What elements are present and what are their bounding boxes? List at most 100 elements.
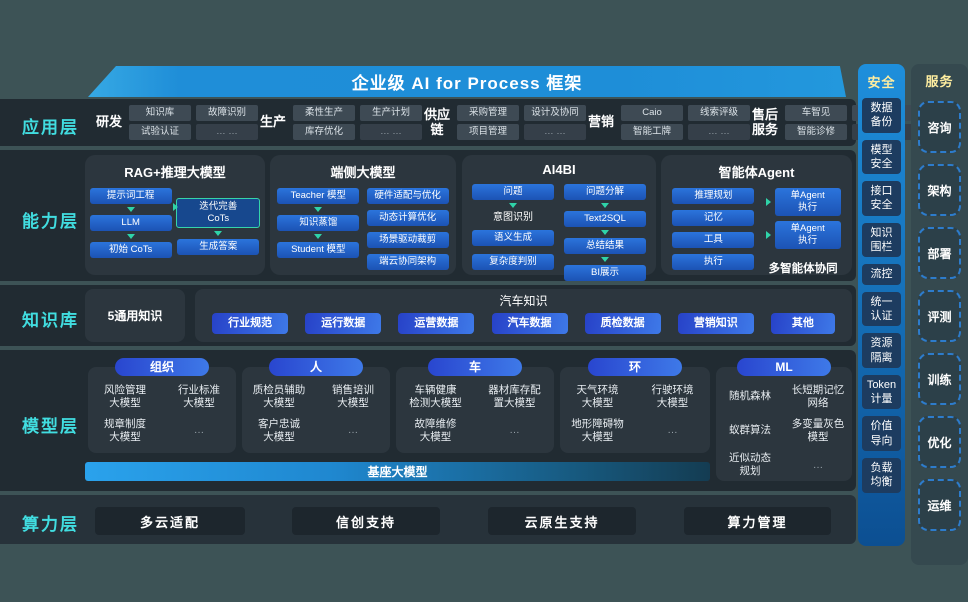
app-tile: 项目管理: [457, 124, 519, 140]
model-item: 随机森林: [729, 390, 771, 403]
framework-banner: 企业级 AI for Process 框架: [88, 66, 846, 97]
security-item: 知识 围栏: [862, 222, 901, 258]
step-tile: 知识蒸馏: [277, 214, 360, 231]
model-item: 销售培训 大模型: [332, 384, 374, 409]
app-tile-more: … …: [360, 124, 422, 140]
model-item: 行业标准 大模型: [178, 384, 220, 409]
arrow-down-icon: [214, 230, 223, 236]
compute-box-cloudnative: 云原生支持: [488, 507, 636, 535]
services-column: 服务 咨询 架构 部署 评测 训练 优化 运维: [911, 64, 968, 565]
foundation-model-bar: 基座大模型: [85, 462, 710, 481]
step-tile: 工具: [672, 231, 755, 248]
multi-agent-caption: 多智能体协同: [768, 262, 838, 275]
group-label: 研发: [95, 114, 122, 130]
app-tile: 生产计划: [360, 105, 422, 121]
knowledge-pill: 行业规范: [212, 313, 289, 334]
group-label: 供应链: [423, 106, 450, 137]
step-tile: 记忆: [672, 209, 755, 226]
step-tile: Text2SQL: [564, 210, 646, 227]
model-item: 故障维修 大模型: [414, 418, 457, 443]
compute-box-management: 算力管理: [684, 507, 831, 535]
model-group-vehicle: 车 车辆健康 检测大模型 器材库存配 置大模型 故障维修 大模型 …: [396, 358, 554, 453]
security-title: 安全: [867, 75, 896, 90]
service-item: 部署: [918, 227, 961, 279]
model-item: 蚁群算法: [729, 424, 771, 437]
model-item: 车辆健康 检测大模型: [409, 384, 462, 409]
knowledge-pill: 其他: [770, 313, 835, 334]
app-group-marketing: 营销 Caio 智能工牌 线索评级 … …: [586, 105, 750, 140]
framework-title: 企业级 AI for Process 框架: [351, 74, 583, 93]
step-tile: 迭代完善 CoTs: [176, 198, 261, 228]
service-item: 运维: [918, 479, 961, 531]
step-tile: 问题: [472, 184, 554, 200]
step-tile: 复杂度判别: [472, 253, 554, 270]
model-item: 风险管理 大模型: [104, 384, 146, 409]
general-knowledge-box: 5通用知识: [85, 289, 185, 342]
model-item: 质检员辅助 大模型: [252, 384, 306, 409]
box-title: 端侧大模型: [330, 165, 396, 180]
step-tile: 单Agent 执行: [774, 188, 841, 216]
compute-box-multicloud: 多云适配: [95, 507, 245, 535]
app-tile: 采购管理: [457, 105, 519, 121]
step-tile: 执行: [672, 253, 755, 270]
app-tile: 试验认证: [129, 124, 191, 140]
model-item: 长短期记忆 网络: [791, 384, 845, 409]
services-title: 服务: [925, 74, 954, 89]
app-group-rd: 研发 知识库 试验认证 故障识别 … …: [94, 105, 258, 140]
security-item: 接口 安全: [862, 181, 901, 216]
service-item: 评测: [918, 290, 961, 342]
capability-box-ai4bi: AI4BI 问题 意图识别 语义生成 复杂度判别 问题分解 Text2SQL 总…: [462, 155, 656, 281]
group-pill: ML: [737, 358, 831, 376]
step-tile: Student 模型: [277, 241, 360, 258]
compute-box-xinchuang: 信创支持: [292, 507, 440, 535]
arrow-down-icon: [314, 233, 323, 239]
model-item: 近似动态 规划: [729, 452, 771, 477]
group-label: 生产: [259, 114, 286, 130]
label-compute-layer: 算力层: [22, 515, 79, 534]
capability-box-agent: 智能体Agent 推理规划 记忆 工具 执行 单Agent 执行 单Agent …: [661, 155, 852, 275]
group-pill: 车: [428, 358, 522, 376]
model-item: 行驶环境 大模型: [651, 384, 694, 409]
model-item: 多变量灰色 模型: [791, 418, 845, 443]
app-tile-more: … …: [524, 124, 586, 140]
security-item: 负载 均衡: [862, 458, 901, 493]
step-tile: 动态计算优化: [366, 209, 449, 226]
step-tile: 场景驱动裁剪: [366, 231, 449, 248]
security-column: 安全 数据 备份 模型 安全 接口 安全 知识 围栏 流控 统一 认证 资源 隔…: [858, 64, 905, 546]
model-item-more: …: [193, 424, 205, 437]
group-pill: 环: [588, 358, 682, 376]
model-item-more: …: [347, 424, 359, 437]
step-tile: 端云协同架构: [366, 253, 449, 270]
model-group-ml: ML 随机森林 长短期记忆 网络 蚁群算法 多变量灰色 模型 近似动态 规划 …: [716, 358, 852, 481]
box-title: 汽车知识: [499, 294, 548, 308]
app-group-supply-chain: 供应链 采购管理 项目管理 设计及协同 … …: [422, 105, 586, 140]
arrow-down-icon: [126, 206, 135, 212]
service-item: 优化: [918, 416, 961, 468]
app-tile: 设计及协同: [524, 105, 586, 121]
arrow-down-icon: [509, 202, 517, 208]
arrow-down-icon: [126, 233, 135, 239]
step-tile: Teacher 模型: [277, 188, 360, 204]
app-tile: 车智见: [785, 105, 847, 121]
step-tile: LLM: [89, 214, 172, 231]
security-item: 价值 导向: [862, 416, 901, 452]
step-tile: 提示词工程: [89, 188, 172, 204]
app-tile: 故障识别: [196, 105, 258, 121]
arrow-right-icon: [765, 230, 771, 239]
app-tile: Caio: [621, 105, 683, 121]
model-item-more: …: [812, 458, 824, 471]
label-capability-layer: 能力层: [22, 212, 79, 231]
step-tile: 生成答案: [177, 238, 260, 255]
model-item: 地形障碍物 大模型: [571, 418, 624, 443]
box-title: RAG+推理大模型: [124, 165, 226, 180]
knowledge-pill: 运营数据: [398, 313, 475, 334]
app-tile: 柔性生产: [293, 105, 355, 121]
step-tile: 单Agent 执行: [774, 220, 841, 249]
capability-box-rag: RAG+推理大模型 提示词工程 LLM 初始 CoTs 迭代完善 CoTs 生成…: [85, 155, 265, 275]
group-pill: 人: [269, 358, 363, 376]
group-label: 售后服务: [751, 106, 778, 137]
model-item: 客户忠诚 大模型: [258, 418, 300, 443]
arrow-right-icon: [173, 203, 178, 211]
security-item: 模型 安全: [862, 139, 901, 175]
